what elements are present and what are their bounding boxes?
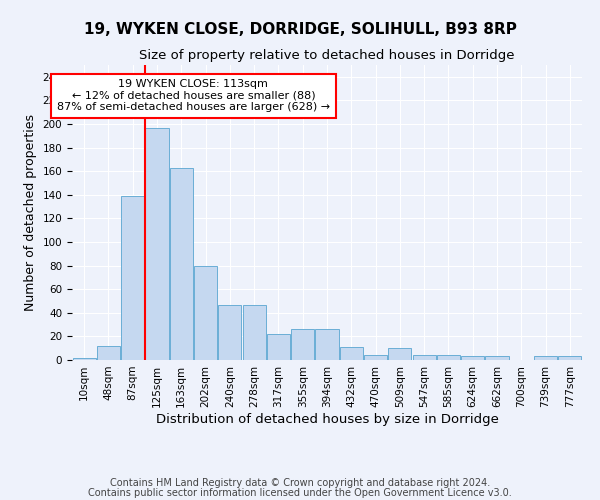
Bar — [73, 358, 95, 360]
Text: 19, WYKEN CLOSE, DORRIDGE, SOLIHULL, B93 8RP: 19, WYKEN CLOSE, DORRIDGE, SOLIHULL, B93… — [83, 22, 517, 38]
Bar — [291, 330, 314, 360]
Bar — [559, 356, 581, 360]
Bar — [388, 348, 412, 360]
Text: Contains public sector information licensed under the Open Government Licence v3: Contains public sector information licen… — [88, 488, 512, 498]
Bar — [218, 304, 241, 360]
Bar — [97, 346, 120, 360]
Y-axis label: Number of detached properties: Number of detached properties — [24, 114, 37, 311]
Bar — [413, 356, 436, 360]
Bar — [194, 266, 217, 360]
Bar — [340, 347, 363, 360]
Text: Contains HM Land Registry data © Crown copyright and database right 2024.: Contains HM Land Registry data © Crown c… — [110, 478, 490, 488]
Bar — [316, 330, 338, 360]
Bar — [170, 168, 193, 360]
Bar — [461, 356, 484, 360]
Bar — [267, 334, 290, 360]
Bar — [121, 196, 144, 360]
Bar — [145, 128, 169, 360]
Text: 19 WYKEN CLOSE: 113sqm
← 12% of detached houses are smaller (88)
87% of semi-det: 19 WYKEN CLOSE: 113sqm ← 12% of detached… — [57, 79, 330, 112]
Bar — [242, 304, 266, 360]
Bar — [364, 356, 387, 360]
Title: Size of property relative to detached houses in Dorridge: Size of property relative to detached ho… — [139, 50, 515, 62]
Bar — [534, 356, 557, 360]
X-axis label: Distribution of detached houses by size in Dorridge: Distribution of detached houses by size … — [155, 412, 499, 426]
Bar — [485, 356, 509, 360]
Bar — [437, 356, 460, 360]
